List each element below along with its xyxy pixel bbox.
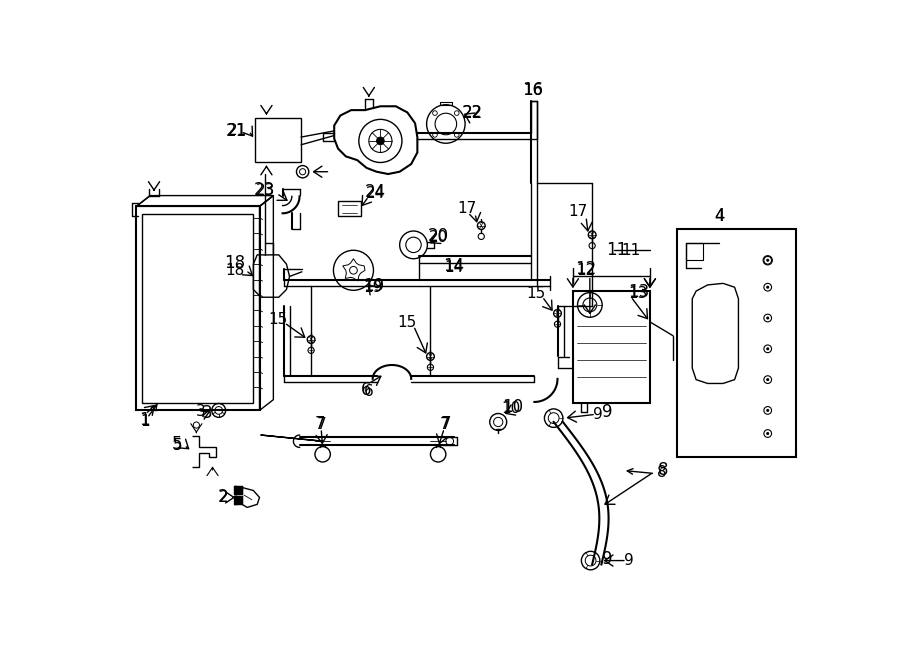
Text: 18: 18 <box>225 263 244 278</box>
Text: 19: 19 <box>363 280 382 295</box>
Text: 7: 7 <box>441 415 451 433</box>
Text: 9: 9 <box>593 407 603 422</box>
Circle shape <box>766 258 770 262</box>
Text: 19: 19 <box>363 277 384 295</box>
Text: 21: 21 <box>226 122 248 140</box>
Text: 14: 14 <box>443 257 464 276</box>
Text: 9: 9 <box>602 403 613 421</box>
Bar <box>677 229 796 457</box>
Text: 15: 15 <box>268 312 288 327</box>
Text: 7: 7 <box>316 417 326 432</box>
Text: 3: 3 <box>196 405 205 420</box>
Text: 23: 23 <box>254 181 274 199</box>
Text: 15: 15 <box>398 315 417 330</box>
Text: 10: 10 <box>501 401 521 416</box>
Text: 24: 24 <box>364 182 385 201</box>
Text: 8: 8 <box>657 465 666 479</box>
Text: 17: 17 <box>458 201 477 216</box>
Text: 24: 24 <box>365 186 384 201</box>
Text: 12: 12 <box>575 260 597 278</box>
Text: 4: 4 <box>715 208 725 225</box>
Bar <box>686 243 703 260</box>
Text: 7: 7 <box>439 417 449 432</box>
Text: 5: 5 <box>173 438 183 453</box>
Text: 6: 6 <box>361 381 372 399</box>
Text: 22: 22 <box>463 104 483 122</box>
Circle shape <box>766 347 770 350</box>
Text: 23: 23 <box>256 184 274 198</box>
Text: 10: 10 <box>502 399 524 416</box>
Text: 12: 12 <box>576 263 596 278</box>
Circle shape <box>766 432 770 435</box>
Circle shape <box>766 409 770 412</box>
Text: 20: 20 <box>428 229 448 245</box>
Text: 1: 1 <box>139 411 149 430</box>
Text: 8: 8 <box>658 461 668 479</box>
Text: 15: 15 <box>526 286 545 301</box>
Text: 13: 13 <box>629 286 648 301</box>
Bar <box>255 118 302 163</box>
Text: 20: 20 <box>428 227 449 245</box>
Bar <box>338 201 361 216</box>
Text: 22: 22 <box>464 105 482 120</box>
Text: 18: 18 <box>224 254 246 272</box>
Text: 14: 14 <box>444 260 464 275</box>
Text: 17: 17 <box>569 204 588 219</box>
Text: 3: 3 <box>202 404 212 422</box>
Text: 21: 21 <box>228 124 248 138</box>
Text: 5: 5 <box>172 436 183 453</box>
Text: 16: 16 <box>522 81 544 99</box>
Circle shape <box>376 137 384 145</box>
Text: 1: 1 <box>140 414 150 430</box>
Circle shape <box>766 286 770 289</box>
Text: 16: 16 <box>523 83 543 98</box>
Text: 6: 6 <box>364 383 374 399</box>
Text: 9: 9 <box>602 550 613 568</box>
Circle shape <box>766 317 770 319</box>
Text: 11: 11 <box>607 241 627 259</box>
Text: 4: 4 <box>715 209 724 224</box>
Text: 13: 13 <box>627 283 649 301</box>
Text: 11: 11 <box>621 243 640 258</box>
Text: 2: 2 <box>219 490 229 505</box>
Text: 9: 9 <box>625 553 634 568</box>
Text: 7: 7 <box>315 415 326 433</box>
Circle shape <box>766 378 770 381</box>
Text: 2: 2 <box>217 488 228 506</box>
